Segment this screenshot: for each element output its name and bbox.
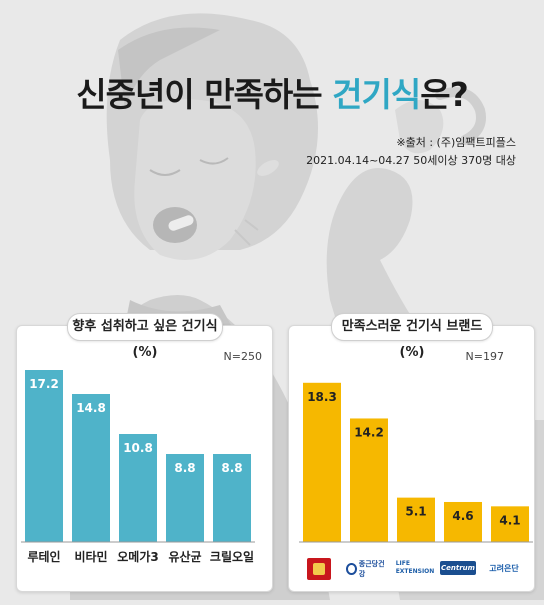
- data-label-3: 5.1: [405, 505, 426, 519]
- panel-title-satisfying-brand: 만족스러운 건기식 브랜드(%): [331, 313, 493, 360]
- chongkundang-logo-icon: 종근당건강: [346, 560, 386, 578]
- category-label-2: 비타민: [74, 549, 107, 564]
- jeonggwanjang-logo-icon: [307, 558, 331, 580]
- bar-5: [213, 454, 251, 542]
- n-label-right: N=197: [465, 350, 504, 363]
- title-highlight: 건기식: [332, 75, 421, 114]
- bar-2: [350, 418, 388, 542]
- bar-5: [491, 506, 529, 542]
- data-label-5: 8.8: [221, 461, 242, 475]
- bar-4: [444, 501, 482, 542]
- bar-3: [119, 434, 157, 542]
- data-label-1: 17.2: [29, 377, 59, 391]
- data-label-4: 8.8: [174, 461, 195, 475]
- chart-satisfying-brand: 18.3 14.2 5.1 4.6 4.1: [299, 382, 533, 543]
- category-label-3: 오메가3: [117, 549, 158, 564]
- chart-future-intake: 17.2 루테인 14.8 비타민 10.8 오메가3 8.8 유산균 8.8 크릴오일: [21, 370, 255, 564]
- centrum-logo-icon: Centrum: [440, 561, 476, 575]
- data-label-4: 4.6: [452, 509, 473, 523]
- category-label-5: 크릴오일: [210, 550, 254, 564]
- category-label-4: 유산균: [168, 549, 201, 564]
- data-label-3: 10.8: [123, 441, 153, 455]
- panel-satisfying-brand: 만족스러운 건기식 브랜드(%) N=197 18.3 14.2 5.1 4.6 4.1: [288, 313, 535, 592]
- data-label-1: 18.3: [307, 390, 337, 404]
- bar-2: [72, 394, 110, 542]
- bar-3: [397, 497, 435, 542]
- bar-1: [25, 370, 63, 542]
- data-label-2: 14.8: [76, 401, 106, 415]
- survey-period: 2021.04.14~04.27 50세이상 370명 대상: [306, 154, 516, 167]
- data-label-5: 4.1: [499, 513, 520, 527]
- page-title: 신중년이 만족하는 건기식은?: [76, 75, 468, 114]
- life-extension-logo-icon: LIFE EXTENSION: [395, 560, 435, 575]
- bar-1: [303, 382, 341, 542]
- category-label-1: 루테인: [27, 549, 60, 564]
- source-note: ※출처 : (주)임팩트피플스: [396, 136, 516, 149]
- korea-eundan-logo-icon: 고려은단: [489, 563, 519, 573]
- bar-4: [166, 454, 204, 542]
- panel-future-intake: 향후 섭취하고 싶은 건기식 (%) N=250 17.2 루테인 14.8 비타민 1…: [16, 313, 273, 592]
- n-label-left: N=250: [223, 350, 262, 363]
- data-label-2: 14.2: [354, 425, 384, 439]
- panel-title-future-intake: 향후 섭취하고 싶은 건기식 (%): [67, 313, 223, 360]
